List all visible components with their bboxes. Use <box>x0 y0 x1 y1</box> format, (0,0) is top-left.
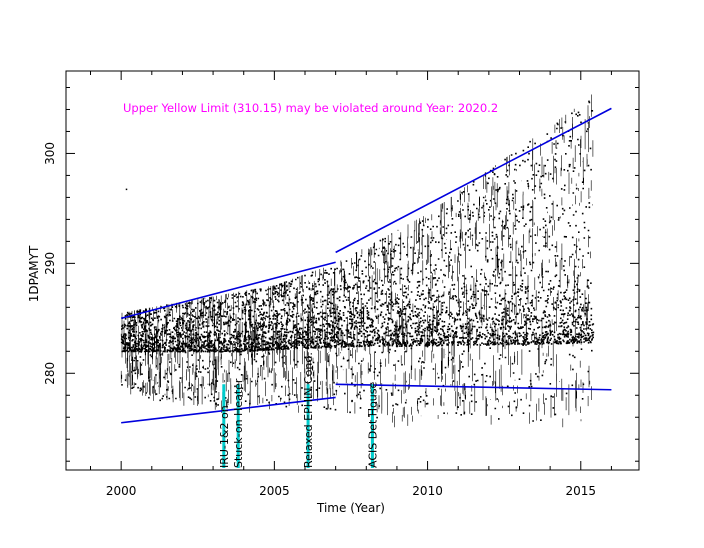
trend-lines-layer <box>120 107 612 424</box>
y-axis-label: 1DPAMYT <box>27 245 41 302</box>
upper-trend-early <box>120 261 336 320</box>
lower-trend-late <box>335 383 612 391</box>
axes-layer: 2000 2005 2010 2015 280 290 300 <box>43 70 640 498</box>
event-label-0: IRU-1&2 on <box>218 405 231 468</box>
violation-annotation: Upper Yellow Limit (310.15) may be viola… <box>123 101 498 115</box>
x-tick-label: 2000 <box>106 484 137 498</box>
x-tick-label: 2010 <box>412 484 443 498</box>
y-tick-label: 300 <box>43 142 57 165</box>
event-markers-layer: IRU-1&2 on Stuck-on Heater Relaxed EPHIN C… <box>218 352 379 468</box>
outlier-point <box>125 188 128 191</box>
scatter-points-layer <box>120 94 595 428</box>
event-label-2: Relaxed EPHIN Cond. <box>302 352 315 468</box>
x-axis-label: Time (Year) <box>316 501 385 515</box>
event-label-3: ACIS Det House <box>366 382 379 468</box>
upper-trend-late <box>335 107 612 254</box>
x-tick-label: 2005 <box>259 484 290 498</box>
y-tick-label: 280 <box>43 362 57 385</box>
x-tick-label: 2015 <box>566 484 597 498</box>
scatter-points <box>120 94 595 428</box>
event-label-1: Stuck-on Heater <box>232 378 245 468</box>
y-tick-label: 290 <box>43 252 57 275</box>
lower-trend-early <box>121 396 336 424</box>
plot-frame <box>65 70 640 471</box>
